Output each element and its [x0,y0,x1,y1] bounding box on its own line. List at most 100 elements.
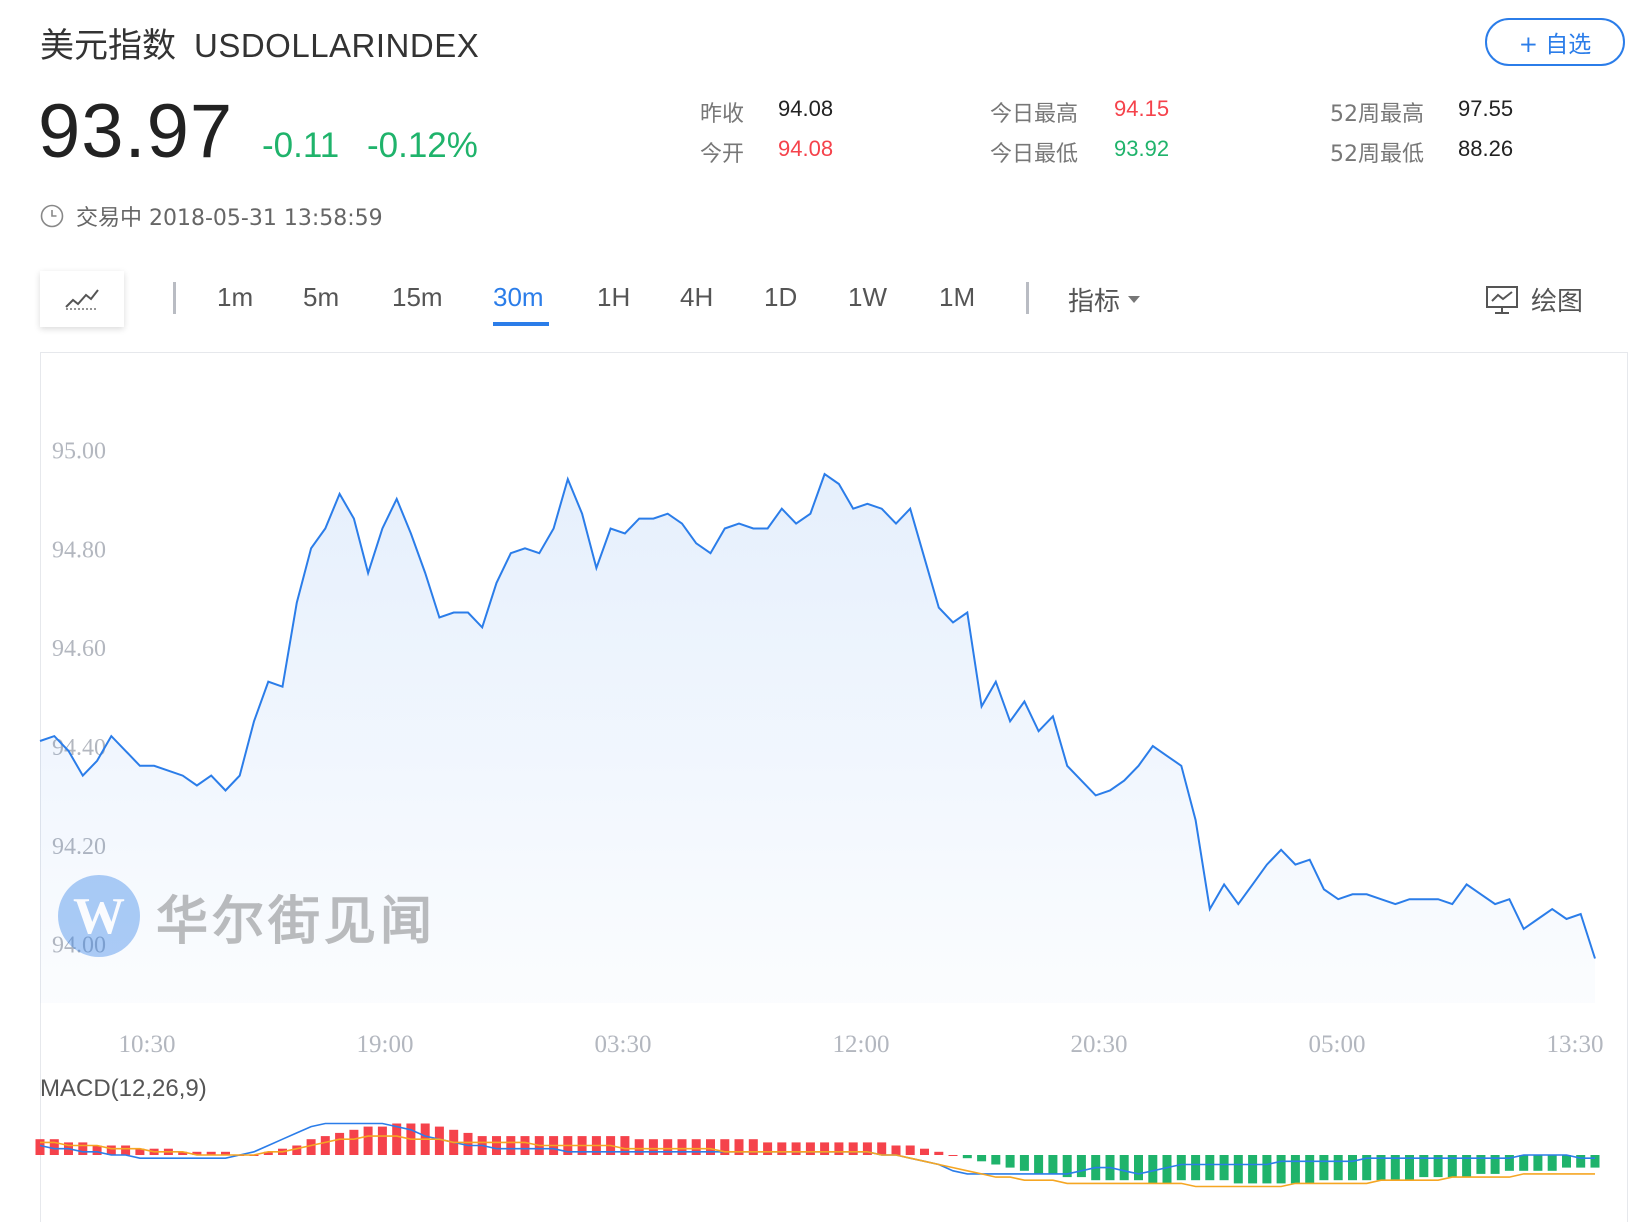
macd-histogram-bar [1005,1155,1015,1168]
indicator-dropdown[interactable]: 指标 [1068,281,1141,318]
macd-histogram-bar [834,1142,844,1155]
chart-type-button[interactable] [40,271,124,327]
period-1h[interactable]: 1H [597,282,631,312]
macd-histogram-bar [1447,1155,1457,1178]
macd-histogram-bar [463,1132,473,1155]
add-watchlist-label: + 自选 [1518,32,1592,58]
macd-histogram-bar [677,1139,687,1155]
price-change-pct: -0.12% [367,126,478,165]
macd-histogram-bar [791,1142,801,1155]
macd-histogram-bar [634,1139,644,1155]
macd-histogram-bar [1062,1155,1072,1178]
macd-histogram-bar [320,1136,330,1155]
macd-histogram-bar [1376,1155,1386,1181]
macd-histogram-bar [306,1139,316,1155]
macd-histogram-bar [121,1145,131,1155]
price-line [39,472,1596,959]
period-1mo[interactable]: 1M [939,282,976,312]
stat-value: 94.08 [778,96,834,121]
macd-histogram-bar [1462,1155,1472,1178]
macd-histogram-bar [392,1123,402,1155]
drawing-board-icon [1486,285,1518,314]
stat-label: 52周最低 [1330,142,1424,167]
macd-histogram-bar [363,1126,373,1155]
macd-histogram-bar [192,1151,202,1155]
watermark: W 华尔街见闻 [58,875,436,957]
toolbar-divider [173,282,176,314]
macd-histogram-bar [920,1148,929,1155]
macd-histogram-bar [49,1139,59,1155]
macd-histogram-bar [1562,1155,1571,1168]
stat-label: 昨收 [700,102,745,127]
macd-histogram-bar [1191,1155,1201,1181]
period-15m[interactable]: 15m [392,282,443,312]
period-5m[interactable]: 5m [303,282,340,312]
period-30m[interactable]: 30m [493,282,544,312]
macd-histogram-bar [663,1139,673,1155]
status-text: 交易中 2018-05-31 13:58:59 [76,206,383,231]
macd-histogram-bar [1034,1155,1044,1174]
y-tick-label: 94.80 [52,537,106,563]
trading-status: 交易中 2018-05-31 13:58:59 [40,200,383,232]
caret-down-icon [1128,296,1141,303]
macd-histogram-bar [763,1142,773,1155]
macd-histogram-bar [135,1148,145,1155]
draw-label: 绘图 [1531,287,1584,317]
macd-histogram-bar [434,1126,444,1155]
macd-histogram-bar [1219,1155,1229,1181]
macd-histogram-bar [1262,1155,1272,1184]
macd-histogram-bar [962,1155,972,1159]
macd-histogram-bar [1290,1155,1300,1184]
toolbar-divider [1026,282,1029,314]
macd-histogram-bar [1119,1155,1129,1181]
index-name-cn: 美元指数 [40,26,176,66]
macd-histogram-bar [991,1155,1001,1165]
macd-histogram-bar [891,1145,901,1155]
stat-value: 94.15 [1114,96,1170,121]
macd-histogram-bar [1205,1155,1215,1181]
period-4h[interactable]: 4H [680,282,714,312]
x-tick-label: 13:30 [1547,1031,1604,1058]
wallstreetcn-logo: W [58,875,140,957]
macd-histogram-bar [1176,1155,1186,1181]
macd-histogram-bar [848,1142,858,1155]
macd-histogram-bar [777,1142,787,1155]
x-tick-label: 03:30 [595,1031,652,1058]
macd-histogram-bar [1048,1155,1058,1174]
macd-histogram-bar [92,1145,102,1155]
macd-histogram-bar [349,1129,359,1155]
x-tick-label: 12:00 [833,1031,890,1058]
stat-label: 今日最高 [990,102,1079,127]
macd-histogram-bar [1419,1155,1429,1178]
macd-histogram-bar [1390,1155,1400,1181]
macd-histogram-bar [292,1145,302,1155]
macd-histogram-bar [221,1151,230,1155]
macd-histogram-bar [377,1126,387,1155]
macd-histogram-bar [1233,1155,1243,1184]
macd-histogram-bar [1519,1155,1529,1171]
macd-histogram-bar [1076,1155,1086,1178]
macd-histogram-bar [335,1132,345,1155]
add-watchlist-button[interactable]: + 自选 [1485,18,1625,66]
period-1w[interactable]: 1W [848,282,887,312]
macd-histogram-bar [1319,1155,1329,1181]
macd-histogram-bar [35,1139,45,1155]
active-period-indicator [493,322,549,326]
last-price: 93.97 [38,89,234,174]
macd-histogram-bar [1576,1155,1586,1168]
macd-histogram-bar [1362,1155,1372,1181]
macd-histogram-bar [1333,1155,1343,1181]
macd-histogram-bar [178,1151,188,1155]
macd-histogram-bar [648,1139,658,1155]
macd-histogram-bar [706,1139,715,1155]
stat-value: 94.08 [778,136,834,161]
macd-histogram-bar [1162,1155,1172,1184]
y-tick-label: 94.60 [52,636,106,662]
draw-button[interactable]: 绘图 [1485,281,1583,318]
period-1d[interactable]: 1D [764,282,798,312]
macd-title: MACD(12,26,9) [40,1075,207,1102]
stat-label: 52周最高 [1330,102,1424,127]
macd-histogram-bar [1019,1155,1029,1171]
period-1m[interactable]: 1m [217,282,254,312]
